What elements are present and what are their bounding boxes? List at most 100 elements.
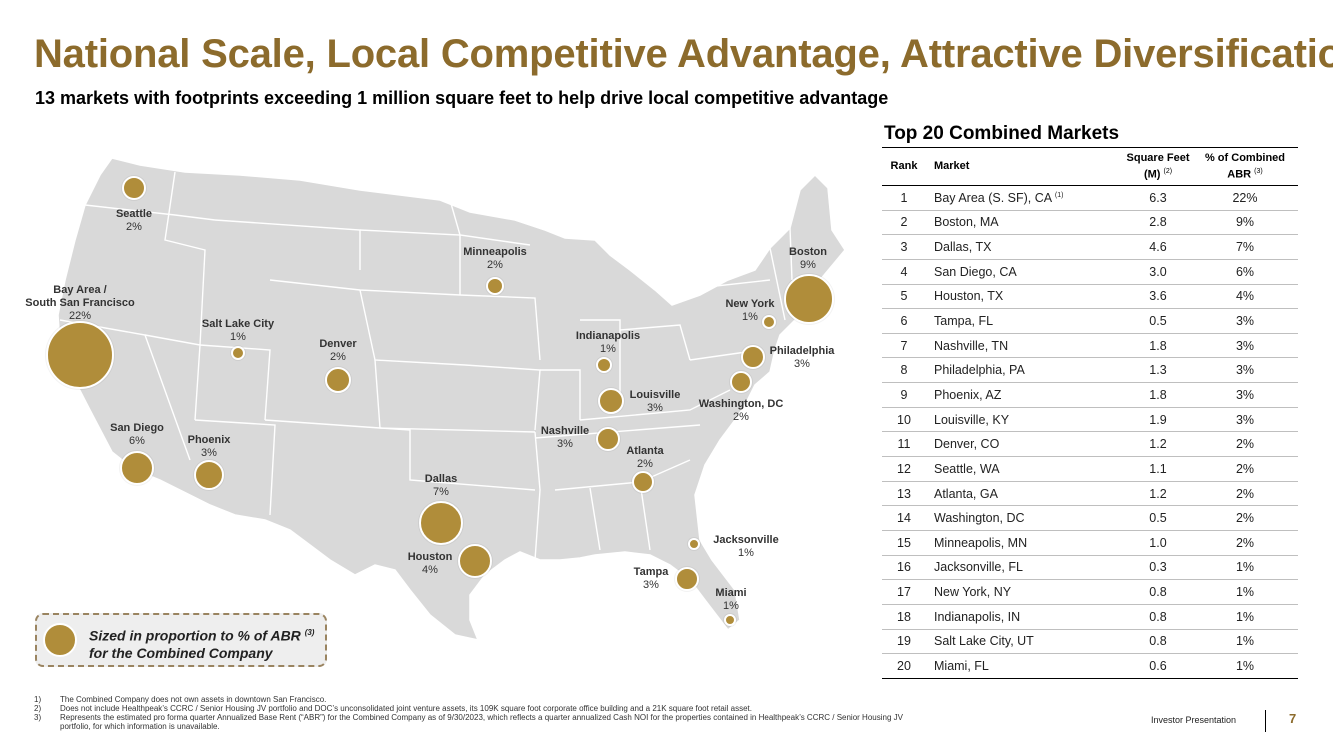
cell-market: Nashville, TN	[934, 338, 1009, 353]
market-bubble-new-york[interactable]	[762, 315, 776, 329]
cell-abr: 6%	[1235, 264, 1255, 279]
market-label-denver: Denver 2%	[319, 338, 357, 363]
market-bubble-atlanta[interactable]	[632, 471, 654, 493]
cell-market: Dallas, TX	[934, 240, 992, 255]
cell-market: New York, NY	[934, 585, 1012, 600]
cell-abr: 3%	[1235, 314, 1255, 329]
cell-sqft: 1.9	[1149, 412, 1167, 427]
market-bubble-denver[interactable]	[325, 367, 351, 393]
cell-sqft: 0.5	[1149, 314, 1167, 329]
table-row: 6 Tampa, FL 0.5 3%	[882, 309, 1298, 334]
cell-rank: 16	[897, 560, 911, 575]
cell-sqft: 1.1	[1149, 461, 1167, 476]
cell-rank: 17	[897, 585, 911, 600]
market-bubble-louisville[interactable]	[598, 388, 624, 414]
table-row: 14 Washington, DC 0.5 2%	[882, 506, 1298, 531]
cell-abr: 2%	[1235, 461, 1255, 476]
table-header-row: Rank Market Square Feet (M) (2) % of Comb…	[882, 147, 1298, 186]
market-label-san-diego: San Diego 6%	[110, 422, 164, 447]
cell-rank: 2	[900, 215, 908, 230]
legend-bubble-icon	[43, 623, 77, 657]
market-label-washington-dc: Washington, DC 2%	[698, 398, 784, 423]
cell-market: Seattle, WA	[934, 461, 1000, 476]
cell-rank: 4	[900, 264, 908, 279]
cell-rank: 3	[900, 240, 908, 255]
cell-market: Philadelphia, PA	[934, 363, 1025, 378]
cell-abr: 3%	[1235, 338, 1255, 353]
market-bubble-philadelphia[interactable]	[741, 345, 765, 369]
market-label-minneapolis: Minneapolis 2%	[463, 246, 527, 271]
page-subtitle: 13 markets with footprints exceeding 1 m…	[35, 88, 889, 108]
market-label-nashville: Nashville 3%	[540, 425, 590, 450]
table-row: 20 Miami, FL 0.6 1%	[882, 654, 1298, 679]
cell-market: Bay Area (S. SF), CA (1)	[934, 190, 1064, 205]
footnote-3: 3) Represents the estimated pro forma qua…	[34, 713, 903, 731]
cell-market: Houston, TX	[934, 289, 1004, 304]
market-bubble-minneapolis[interactable]	[486, 277, 504, 295]
table-row: 19 Salt Lake City, UT 0.8 1%	[882, 629, 1298, 654]
cell-sqft: 0.8	[1149, 585, 1167, 600]
cell-rank: 20	[897, 658, 911, 673]
market-bubble-miami[interactable]	[724, 614, 736, 626]
table-row: 5 Houston, TX 3.6 4%	[882, 284, 1298, 309]
cell-abr: 1%	[1235, 585, 1255, 600]
cell-sqft: 1.8	[1149, 338, 1167, 353]
cell-rank: 19	[897, 634, 911, 649]
cell-abr: 1%	[1235, 609, 1255, 624]
table-row: 17 New York, NY 0.8 1%	[882, 580, 1298, 605]
header-abr: % of Combined ABR (3)	[1204, 151, 1286, 181]
market-bubble-salt-lake-city[interactable]	[231, 346, 245, 360]
cell-market: Boston, MA	[934, 215, 999, 230]
market-bubble-washington-dc[interactable]	[730, 371, 752, 393]
cell-rank: 5	[900, 289, 908, 304]
market-bubble-jacksonville[interactable]	[688, 538, 700, 550]
market-label-bay-area: Bay Area / South San Francisco 22%	[25, 284, 135, 322]
market-bubble-san-diego[interactable]	[120, 451, 154, 485]
cell-sqft: 0.8	[1149, 634, 1167, 649]
cell-sqft: 1.2	[1149, 486, 1167, 501]
market-bubble-bay-area[interactable]	[46, 321, 114, 389]
cell-market: Atlanta, GA	[934, 486, 998, 501]
table-title: Top 20 Combined Markets	[884, 123, 1120, 144]
top-markets-table: Rank Market Square Feet (M) (2) % of Comb…	[882, 147, 1298, 679]
footnotes: 1) The Combined Company does not own asse…	[34, 695, 934, 731]
market-label-tampa: Tampa 3%	[633, 566, 669, 591]
market-bubble-boston[interactable]	[784, 274, 834, 324]
market-bubble-phoenix[interactable]	[194, 460, 224, 490]
cell-rank: 7	[900, 338, 908, 353]
table-row: 15 Minneapolis, MN 1.0 2%	[882, 530, 1298, 556]
table-row: 8 Philadelphia, PA 1.3 3%	[882, 358, 1298, 383]
table-row: 18 Indianapolis, IN 0.8 1%	[882, 604, 1298, 630]
cell-sqft: 1.2	[1149, 437, 1167, 452]
table-row: 10 Louisville, KY 1.9 3%	[882, 407, 1298, 432]
market-bubble-nashville[interactable]	[596, 427, 620, 451]
cell-sqft: 2.8	[1149, 215, 1167, 230]
header-sqft: Square Feet (M) (2)	[1126, 151, 1190, 181]
market-bubble-seattle[interactable]	[122, 176, 146, 200]
cell-rank: 10	[897, 412, 911, 427]
cell-rank: 12	[897, 461, 911, 476]
market-label-phoenix: Phoenix 3%	[187, 434, 231, 459]
market-bubble-houston[interactable]	[458, 544, 492, 578]
cell-abr: 1%	[1235, 658, 1255, 673]
cell-abr: 3%	[1235, 387, 1255, 402]
page-number: 7	[1289, 711, 1297, 726]
cell-abr: 2%	[1235, 486, 1255, 501]
cell-rank: 14	[897, 511, 911, 526]
cell-sqft: 6.3	[1149, 190, 1167, 205]
cell-market: Miami, FL	[934, 658, 989, 673]
us-map-shape	[57, 157, 846, 642]
market-bubble-dallas[interactable]	[419, 501, 463, 545]
cell-abr: 1%	[1235, 634, 1255, 649]
table-row: 11 Denver, CO 1.2 2%	[882, 432, 1298, 457]
cell-sqft: 0.8	[1149, 609, 1167, 624]
us-land	[57, 157, 846, 642]
market-bubble-tampa[interactable]	[675, 567, 699, 591]
header-rank: Rank	[890, 160, 918, 172]
cell-rank: 11	[897, 437, 911, 452]
table-row: 13 Atlanta, GA 1.2 2%	[882, 481, 1298, 506]
market-bubble-indianapolis[interactable]	[596, 357, 612, 373]
cell-market: Indianapolis, IN	[934, 609, 1021, 624]
us-market-map: Seattle 2% Bay Area / South San Francisco 2…	[0, 120, 870, 680]
table-row: 3 Dallas, TX 4.6 7%	[882, 235, 1298, 260]
